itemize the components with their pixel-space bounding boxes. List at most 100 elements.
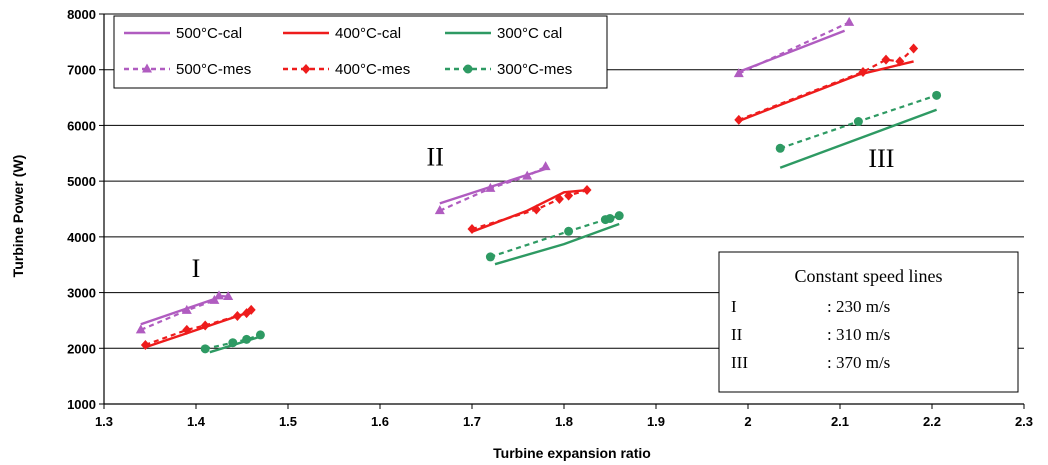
axes xyxy=(99,13,1025,409)
legend-box xyxy=(113,15,608,89)
note-row-value: : 310 m/s xyxy=(827,325,890,344)
series-300-c-mes xyxy=(200,90,942,354)
x-tick-label: 2.3 xyxy=(1015,414,1033,429)
series-line xyxy=(439,167,546,205)
x-tick-label: 1.7 xyxy=(463,414,481,429)
note-row-value: : 370 m/s xyxy=(827,353,890,372)
data-point xyxy=(540,161,551,171)
legend-label: 300°C cal xyxy=(497,25,562,42)
series-line xyxy=(738,29,846,74)
x-tick-label: 1.5 xyxy=(279,414,297,429)
data-point xyxy=(140,339,150,350)
series-500-c-mes xyxy=(135,16,855,334)
series-layer xyxy=(135,16,942,354)
data-point xyxy=(485,182,496,192)
legend: 500°C-cal 400°C-cal 300°C cal 500°C-mes 400°… xyxy=(113,15,608,89)
speed-note-box: Constant speed lines I: 230 m/s II: 310 m/… xyxy=(718,251,1019,393)
data-point xyxy=(246,304,256,315)
data-point xyxy=(200,344,210,354)
series-line xyxy=(439,165,547,212)
series-line xyxy=(490,214,620,258)
data-point xyxy=(182,324,192,335)
series-line xyxy=(204,333,261,350)
data-point xyxy=(255,330,265,340)
data-point xyxy=(775,143,785,153)
data-point xyxy=(214,290,224,300)
data-point xyxy=(582,185,592,196)
data-point xyxy=(232,310,242,321)
legend-label: 500°C-mes xyxy=(176,61,251,78)
data-point xyxy=(242,334,252,344)
legend-label: 500°C-cal xyxy=(176,25,242,42)
data-point xyxy=(733,68,744,78)
y-tick-label: 2000 xyxy=(67,341,96,356)
data-point xyxy=(228,338,238,348)
data-point xyxy=(932,90,942,100)
data-point xyxy=(881,54,891,65)
data-point xyxy=(223,290,234,300)
group-labels: III III xyxy=(183,141,907,287)
data-point xyxy=(554,193,564,204)
x-tick-label: 1.4 xyxy=(187,414,206,429)
data-point xyxy=(564,190,574,201)
legend-marker xyxy=(142,63,152,73)
data-point xyxy=(734,114,744,125)
legend-marker xyxy=(463,64,473,74)
tick-labels: 1000 2000 3000 4000 5000 6000 7000 8000 1.3 1.4 1.… xyxy=(67,7,1033,429)
series-line xyxy=(738,60,914,123)
y-tick-label: 1000 xyxy=(67,397,96,412)
data-point xyxy=(522,170,533,180)
x-axis-title: Turbine expansion ratio xyxy=(493,445,651,461)
note-row-label: II xyxy=(731,325,743,344)
data-point xyxy=(895,56,905,67)
x-tick-label: 2.2 xyxy=(923,414,941,429)
data-point xyxy=(467,224,477,235)
x-tick-label: 1.3 xyxy=(95,414,113,429)
y-axis-title: Turbine Power (W) xyxy=(10,155,26,278)
data-point xyxy=(135,324,146,334)
group-label-bg xyxy=(183,252,209,287)
x-tick-label: 2.1 xyxy=(831,414,849,429)
data-point xyxy=(858,66,868,77)
data-point xyxy=(485,252,495,262)
y-tick-label: 5000 xyxy=(67,174,96,189)
data-point xyxy=(844,16,855,26)
group-label: I xyxy=(192,254,201,283)
y-tick-label: 7000 xyxy=(67,63,96,78)
group-label-bg xyxy=(856,143,907,178)
x-tick-label: 1.8 xyxy=(555,414,573,429)
x-tick-label: 1.9 xyxy=(647,414,665,429)
note-title: Constant speed lines xyxy=(795,266,943,286)
series-line xyxy=(140,294,224,326)
series-400-c-mes xyxy=(140,43,919,350)
group-label: III xyxy=(868,144,894,173)
y-tick-label: 3000 xyxy=(67,286,96,301)
group-label-bg xyxy=(416,141,455,176)
series-line xyxy=(494,222,620,266)
legend-marker xyxy=(301,64,311,74)
y-tick-label: 6000 xyxy=(67,118,96,133)
legend-label: 400°C-cal xyxy=(335,25,401,42)
x-tick-label: 1.6 xyxy=(371,414,389,429)
note-row-label: I xyxy=(731,297,737,316)
data-point xyxy=(434,205,445,215)
data-point xyxy=(200,320,210,331)
data-point xyxy=(531,204,541,215)
x-tick-label: 2 xyxy=(744,414,751,429)
y-tick-label: 4000 xyxy=(67,230,96,245)
series-line xyxy=(145,308,252,346)
y-tick-label: 8000 xyxy=(67,7,96,22)
series-line xyxy=(738,21,850,75)
legend-label: 300°C-mes xyxy=(497,61,572,78)
data-point xyxy=(564,226,574,236)
data-point xyxy=(853,117,863,127)
data-point xyxy=(614,211,624,221)
note-box xyxy=(718,251,1019,393)
data-point xyxy=(605,213,615,223)
data-point xyxy=(181,304,192,314)
group-label: II xyxy=(427,143,444,172)
series-line xyxy=(779,108,938,169)
note-row-label: III xyxy=(731,353,748,372)
legend-label: 400°C-mes xyxy=(335,61,410,78)
